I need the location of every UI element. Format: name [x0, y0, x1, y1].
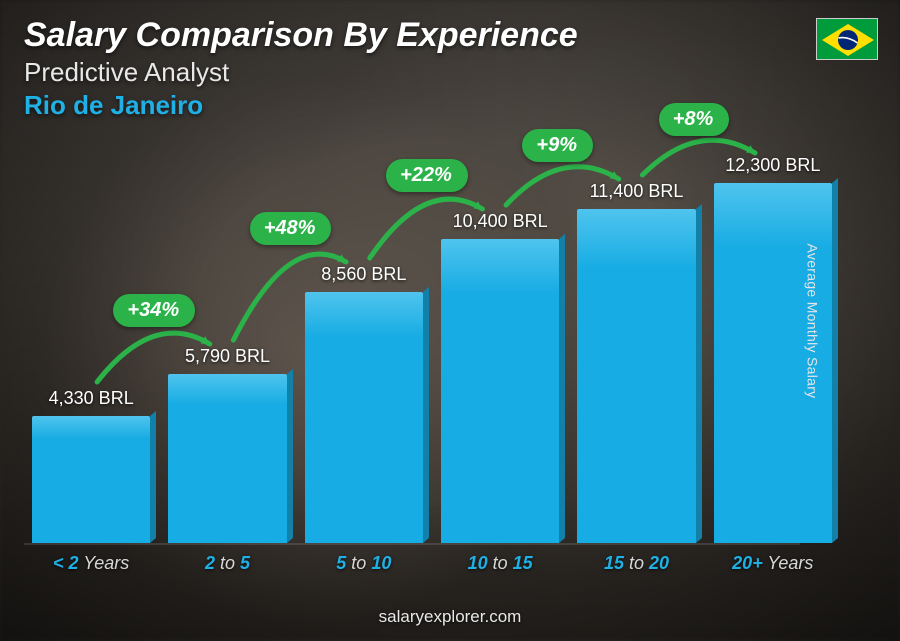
job-subtitle: Predictive Analyst — [24, 57, 876, 88]
flag-circle — [838, 30, 858, 50]
bar-column: 4,330 BRL — [32, 416, 150, 543]
bar-value-label: 12,300 BRL — [690, 155, 856, 176]
x-axis-label: < 2 Years — [32, 547, 150, 579]
bar-column: 8,560 BRL — [305, 292, 423, 543]
bar: 10,400 BRL — [441, 239, 559, 543]
bar: 4,330 BRL — [32, 416, 150, 543]
x-axis-label: 10 to 15 — [441, 547, 559, 579]
bar: 11,400 BRL — [577, 209, 695, 543]
bar-side — [287, 369, 293, 543]
bar-value-label: 10,400 BRL — [417, 211, 583, 232]
bar-side — [150, 411, 156, 543]
pct-increase-badge: +34% — [113, 294, 195, 327]
chart-baseline — [24, 543, 800, 545]
header: Salary Comparison By Experience Predicti… — [24, 16, 876, 121]
x-axis: < 2 Years 2 to 5 5 to 10 10 to 15 15 to 20 20… — [24, 547, 840, 579]
pct-increase-badge: +9% — [522, 129, 593, 162]
x-axis-label: 15 to 20 — [577, 547, 695, 579]
bar: 8,560 BRL — [305, 292, 423, 543]
page-title: Salary Comparison By Experience — [24, 16, 876, 55]
location-label: Rio de Janeiro — [24, 90, 876, 121]
bar-value-label: 8,560 BRL — [281, 264, 447, 285]
bar-side — [832, 178, 838, 543]
bar-side — [559, 234, 565, 543]
pct-increase-badge: +22% — [386, 159, 468, 192]
x-axis-label: 2 to 5 — [168, 547, 286, 579]
bar-value-label: 4,330 BRL — [8, 388, 174, 409]
bar-column: 11,400 BRL — [577, 209, 695, 543]
footer-credit: salaryexplorer.com — [0, 607, 900, 627]
bar-side — [423, 287, 429, 543]
bar-chart: 4,330 BRL5,790 BRL8,560 BRL10,400 BRL11,… — [24, 150, 840, 579]
y-axis-label: Average Monthly Salary — [805, 243, 821, 398]
brazil-flag-icon — [816, 18, 878, 60]
x-axis-label: 5 to 10 — [305, 547, 423, 579]
x-axis-label: 20+ Years — [714, 547, 832, 579]
bars-container: 4,330 BRL5,790 BRL8,560 BRL10,400 BRL11,… — [24, 150, 840, 543]
bar: 5,790 BRL — [168, 374, 286, 543]
bar-column: 10,400 BRL — [441, 239, 559, 543]
pct-increase-badge: +48% — [250, 212, 332, 245]
bar-side — [696, 204, 702, 543]
bar-value-label: 11,400 BRL — [554, 181, 720, 202]
bar-column: 5,790 BRL — [168, 374, 286, 543]
bar-value-label: 5,790 BRL — [145, 346, 311, 367]
